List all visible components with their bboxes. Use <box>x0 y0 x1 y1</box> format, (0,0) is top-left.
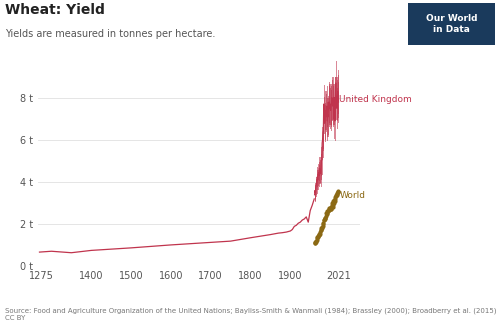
Text: United Kingdom: United Kingdom <box>340 95 412 104</box>
Text: Source: Food and Agriculture Organization of the United Nations; Bayliss-Smith &: Source: Food and Agriculture Organizatio… <box>5 308 496 321</box>
Text: World: World <box>340 191 365 200</box>
Text: Our World
in Data: Our World in Data <box>426 14 477 34</box>
Text: Wheat: Yield: Wheat: Yield <box>5 3 105 17</box>
Text: Yields are measured in tonnes per hectare.: Yields are measured in tonnes per hectar… <box>5 29 216 39</box>
